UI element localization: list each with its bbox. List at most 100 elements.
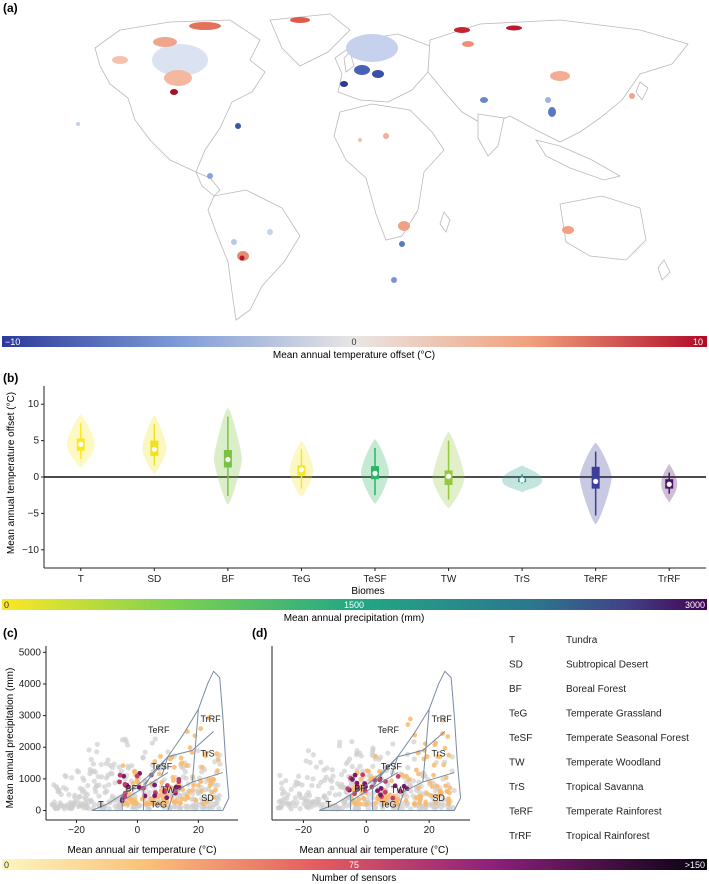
background-point xyxy=(370,790,376,796)
background-point xyxy=(82,795,88,801)
background-point xyxy=(349,739,355,745)
sensor-point xyxy=(148,796,154,802)
background-point xyxy=(85,782,91,789)
sensor-point xyxy=(185,795,191,801)
sensor-point xyxy=(178,761,184,767)
background-point xyxy=(399,805,405,811)
background-point xyxy=(77,793,83,799)
sensor-point xyxy=(443,783,448,789)
background-point xyxy=(96,793,102,799)
violin-x-tick-label-TrRF: TrRF xyxy=(658,574,680,585)
sensor-point xyxy=(373,754,379,759)
dense-sensor-point xyxy=(375,788,380,794)
background-point xyxy=(111,761,117,767)
dense-sensor-point xyxy=(345,786,351,792)
dense-sensor-point xyxy=(122,781,128,787)
scatter-y-tick-label: 1000 xyxy=(19,774,42,785)
background-point xyxy=(288,806,294,812)
biome-label-T: T xyxy=(326,799,332,809)
background-point xyxy=(310,752,316,758)
dense-sensor-point xyxy=(390,795,396,801)
background-point xyxy=(329,778,335,784)
background-point xyxy=(282,800,288,807)
dense-sensor-point xyxy=(164,795,170,801)
greenland xyxy=(269,13,351,67)
background-point xyxy=(305,748,311,754)
background-point xyxy=(330,773,336,779)
panel-b-label: (b) xyxy=(3,371,18,385)
background-point xyxy=(279,791,286,797)
sensor-point xyxy=(147,801,153,807)
scatter-x-tick-label: 0 xyxy=(364,825,370,836)
biome-label-TrRF: TrRF xyxy=(200,714,221,724)
background-point xyxy=(90,761,97,767)
sensor-point xyxy=(211,795,217,800)
background-point xyxy=(344,803,350,809)
background-point xyxy=(349,763,355,770)
background-point xyxy=(87,766,93,773)
biome-boundary xyxy=(390,756,399,776)
map-cell xyxy=(354,65,370,75)
sensor-point xyxy=(441,717,446,723)
sensor-point xyxy=(446,752,452,758)
background-point xyxy=(302,797,309,804)
background-point xyxy=(195,790,201,797)
sensor-point xyxy=(423,801,429,807)
map-cell xyxy=(398,221,410,231)
dense-sensor-point xyxy=(152,793,158,799)
background-point xyxy=(55,789,61,795)
background-point xyxy=(329,767,335,773)
scatter-x-tick-label: 20 xyxy=(193,825,205,836)
median-T xyxy=(78,441,84,447)
background-point xyxy=(103,761,109,767)
legend-name-TrRF: Tropical Rainforest xyxy=(566,831,650,842)
dense-sensor-point xyxy=(360,772,366,778)
biome-label-TeSF: TeSF xyxy=(381,761,403,771)
sensor-point xyxy=(424,791,430,797)
background-point xyxy=(279,780,285,786)
sensor-point xyxy=(193,797,199,803)
sensor-point xyxy=(444,788,450,794)
biome-label-TeRF: TeRF xyxy=(378,725,400,735)
background-point xyxy=(177,805,183,811)
sensor-point xyxy=(416,785,422,791)
sensor-point xyxy=(215,757,221,763)
scatter-d-x-axis-title: Mean annual air temperature (°C) xyxy=(299,845,448,856)
background-point xyxy=(339,805,346,811)
background-point xyxy=(277,772,283,778)
sensor-point xyxy=(364,768,370,774)
map-cell xyxy=(550,71,570,81)
background-point xyxy=(321,767,327,773)
sensor-point xyxy=(120,763,126,769)
sensor-point xyxy=(358,776,364,782)
background-point xyxy=(445,806,452,812)
background-point xyxy=(404,802,410,808)
background-point xyxy=(283,778,289,784)
background-point xyxy=(69,775,75,781)
biome-label-TeSF: TeSF xyxy=(151,761,173,771)
legend-code-T: T xyxy=(509,635,515,646)
sensor-point xyxy=(167,756,173,762)
background-point xyxy=(98,761,104,768)
biome-label-SD: SD xyxy=(432,793,445,803)
sensor-point xyxy=(414,767,419,773)
background-point xyxy=(87,797,94,803)
violin-y-tick-label: −10 xyxy=(22,545,39,556)
sensor-point xyxy=(358,801,363,807)
precipitation-colorbar xyxy=(2,599,707,610)
biome-label-BF: BF xyxy=(354,784,366,794)
precip-colorbar-max: 3000 xyxy=(685,600,705,610)
map-cell xyxy=(235,123,241,129)
background-point xyxy=(275,805,282,811)
legend-code-BF: BF xyxy=(509,684,522,695)
background-point xyxy=(146,789,152,795)
map-cell xyxy=(372,70,384,78)
background-point xyxy=(206,805,213,811)
map-cell xyxy=(399,241,405,247)
sensor-point xyxy=(211,777,216,783)
background-point xyxy=(379,805,386,811)
temp-colorbar-min: −10 xyxy=(5,337,20,347)
sensor-colorbar-min: 0 xyxy=(4,860,9,870)
background-point xyxy=(329,785,335,791)
japan xyxy=(635,81,649,101)
